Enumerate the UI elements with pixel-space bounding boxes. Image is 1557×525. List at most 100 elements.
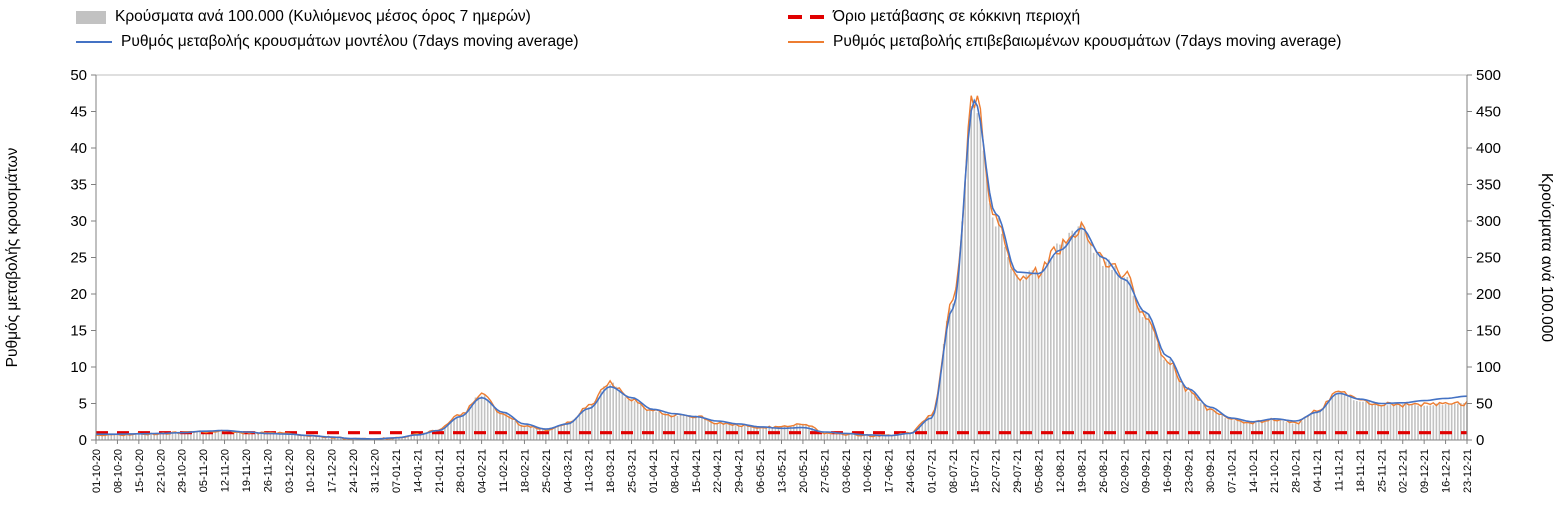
bar [468,406,471,440]
bar [272,433,275,440]
bar [673,415,676,440]
bar [1258,421,1260,440]
bar [1016,274,1018,440]
bar [884,435,887,440]
bar [134,434,137,440]
x-tick-label: 15-10-20 [134,449,146,493]
bar [1337,393,1340,440]
bar [1319,409,1321,440]
bar [1273,419,1275,440]
bar [465,411,468,440]
bar [988,203,991,440]
bar [1310,413,1312,440]
bar [909,432,911,440]
bar [303,435,305,440]
right-tick-label: 500 [1476,67,1501,84]
bar [863,435,865,440]
bar [1331,395,1334,440]
bar [893,435,896,440]
bar [542,429,544,440]
bar [808,426,810,440]
x-tick-label: 19-08-21 [1076,449,1088,493]
x-tick-label: 28-10-21 [1291,449,1303,493]
bar [1144,313,1147,440]
bar [1215,410,1217,440]
bar [425,432,428,440]
bar [1105,261,1107,440]
bar [284,433,287,440]
bar [1420,404,1422,440]
bar [1019,279,1021,440]
bar [171,433,174,440]
bar [860,435,862,440]
bar [1340,392,1343,440]
bar [985,168,988,440]
bar [997,217,1000,440]
x-tick-label: 22-04-21 [712,449,724,493]
bar [590,404,593,440]
x-tick-label: 23-12-21 [1462,449,1474,493]
right-tick-label: 100 [1476,359,1501,376]
bar [456,416,458,440]
bar [404,436,406,440]
bar [949,307,951,440]
bar [242,432,244,440]
x-tick-label: 26-08-21 [1098,449,1110,493]
bar [627,399,630,440]
bar [765,427,767,440]
bar [1279,419,1282,440]
bar [1245,422,1248,440]
bar [229,431,232,440]
bar [587,407,590,440]
bar [447,424,449,440]
bar [266,432,269,440]
bar [529,426,532,440]
bar [1092,252,1095,440]
bar [483,395,486,440]
x-tick-label: 14-10-21 [1248,449,1260,493]
bar [667,413,670,440]
bar [927,416,930,440]
bar [661,413,663,440]
bar [1288,422,1291,440]
bar [119,434,122,440]
x-tick-label: 17-06-21 [884,449,896,493]
bar [1377,404,1380,440]
bar [575,417,578,440]
bar [1013,271,1015,440]
bar [138,434,140,440]
model-line [96,98,1468,440]
bar [177,432,180,440]
right-tick-label: 200 [1476,286,1501,303]
bar [263,433,266,440]
bar [193,432,195,440]
legend-item-threshold: Όριο μετάβασης σε κόκκινη περιοχή [788,8,1341,26]
bar [208,431,211,440]
bar [1264,420,1266,440]
bar [1043,268,1046,440]
right-tick-label: 0 [1476,432,1484,449]
x-tick-label: 25-11-21 [1376,449,1388,492]
bar [1086,235,1089,440]
bar [1095,253,1098,440]
bar [514,421,517,440]
bar [970,106,973,441]
bar [1307,415,1309,440]
x-tick-label: 29-07-21 [1012,449,1024,493]
bar [691,415,694,440]
plot-border [95,74,1468,441]
bar [226,431,229,440]
bar [1414,404,1416,440]
bar [294,434,296,440]
bar [594,401,596,440]
bar [936,394,939,440]
left-tick-label: 40 [70,140,87,157]
bar [1062,240,1064,440]
bar [930,416,933,440]
bar [532,427,535,440]
bar [217,431,220,440]
x-tick-label: 04-02-21 [477,449,489,493]
bar [499,413,501,440]
bar [1267,420,1269,440]
bar [1463,403,1465,440]
